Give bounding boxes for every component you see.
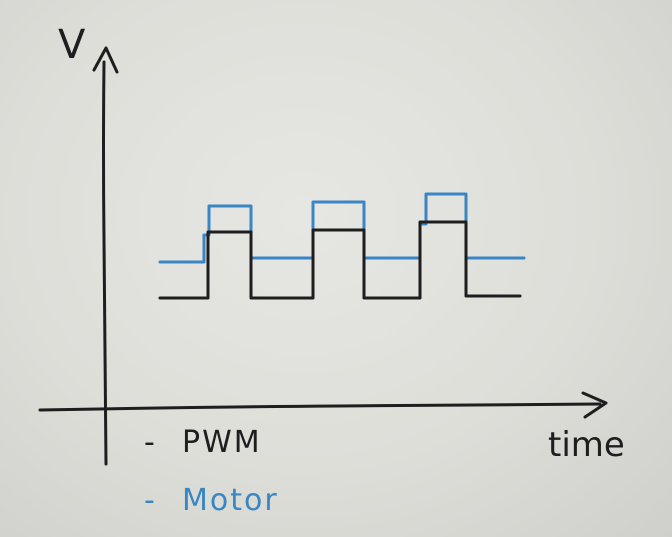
y-axis-arrowhead	[92, 46, 119, 74]
x-axis-label: time	[548, 425, 625, 465]
legend-item-pwm: - PWM	[144, 425, 262, 460]
legend-item-motor: - Motor	[144, 483, 279, 518]
x-axis	[38, 402, 602, 412]
legend-label-motor: Motor	[182, 483, 279, 518]
legend-dash-pwm: -	[144, 425, 155, 460]
legend-dash-motor: -	[144, 483, 155, 518]
y-axis	[102, 60, 108, 466]
y-axis-label: V	[58, 22, 86, 68]
motor-signal-line	[158, 192, 526, 264]
x-axis-arrowhead	[581, 391, 608, 419]
pwm-signal-line	[158, 220, 522, 300]
legend-label-pwm: PWM	[182, 425, 262, 460]
